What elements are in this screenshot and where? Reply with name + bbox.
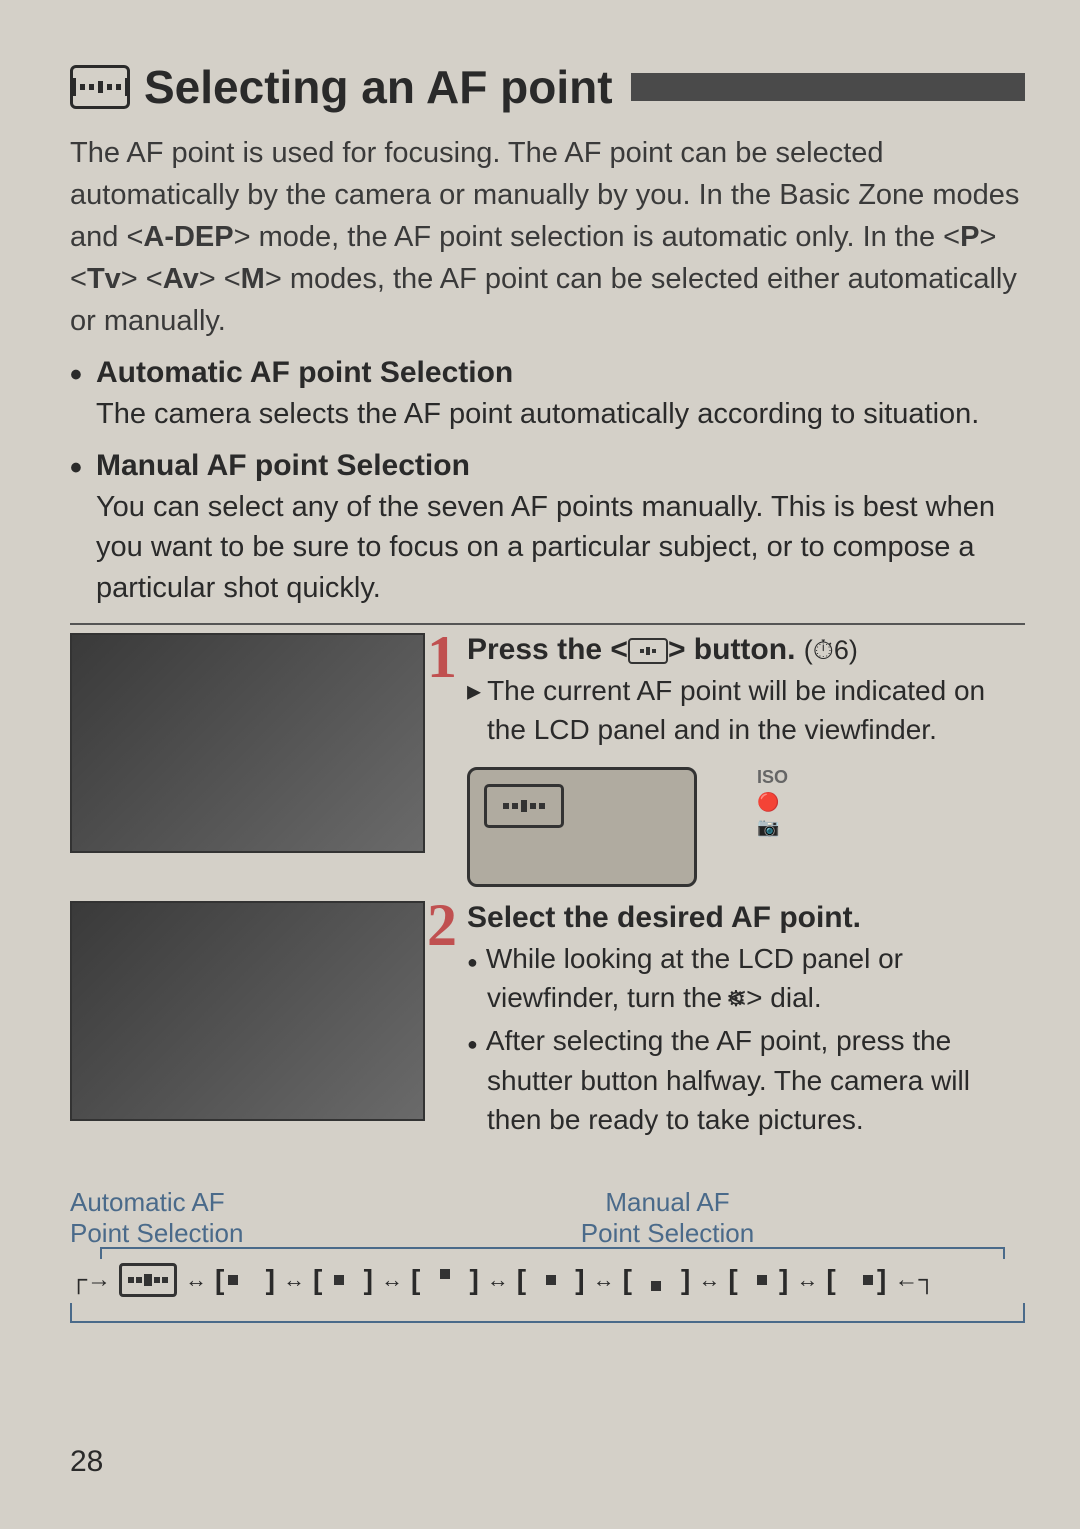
auto-label-line2: Point Selection	[70, 1218, 243, 1248]
divider	[70, 623, 1025, 625]
manual-label-line1: Manual AF	[605, 1187, 729, 1217]
af-top-icon: [ ]	[411, 1264, 479, 1296]
auto-body: The camera selects the AF point automati…	[70, 394, 1025, 435]
dbl-arrow-icon: ↔	[796, 1267, 818, 1293]
manual-label-line2: Point Selection	[581, 1218, 754, 1248]
step1-camera-image	[70, 633, 425, 853]
diagram-loop-line	[70, 1303, 1025, 1323]
af-selection-diagram: Automatic AF Point Selection Manual AF P…	[70, 1187, 1025, 1323]
dbl-arrow-icon: ↔	[487, 1267, 509, 1293]
step2-line1: While looking at the LCD panel or viewfi…	[467, 939, 1025, 1017]
af-all-icon	[119, 1263, 177, 1297]
loop-arrow-end: ←┐	[894, 1266, 935, 1294]
intro-paragraph: The AF point is used for focusing. The A…	[70, 132, 1025, 342]
af-right-icon: [ ]	[826, 1264, 886, 1296]
auto-heading: Automatic AF point Selection	[70, 356, 1025, 390]
dbl-arrow-icon: ↔	[283, 1267, 305, 1293]
dbl-arrow-icon: ↔	[381, 1267, 403, 1293]
step2-line2: After selecting the AF point, press the …	[467, 1021, 1025, 1139]
dbl-arrow-icon: ↔	[698, 1267, 720, 1293]
af-midleft-icon: [ ]	[313, 1264, 373, 1296]
dbl-arrow-icon: ↔	[185, 1267, 207, 1293]
manual-heading: Manual AF point Selection	[70, 449, 1025, 483]
lcd-panel	[467, 767, 697, 887]
dbl-arrow-icon: ↔	[593, 1267, 615, 1293]
af-left-icon: [ ]	[215, 1264, 275, 1296]
step2-camera-image	[70, 901, 425, 1121]
step1-title: Press the <> button. (⏱6)	[445, 633, 1025, 667]
lcd-side-labels: ISO 🔴 📷	[757, 767, 788, 838]
title-bar	[631, 73, 1025, 101]
lcd-af-indicator	[484, 784, 564, 828]
af-center-icon: [ ]	[517, 1264, 585, 1296]
step2-number: 2	[427, 891, 457, 960]
af-midright-icon: [ ]	[728, 1264, 788, 1296]
af-point-icon	[70, 65, 130, 109]
loop-arrow-start: ┌→	[70, 1266, 111, 1294]
af-button-icon	[628, 638, 668, 664]
auto-label-line1: Automatic AF	[70, 1187, 225, 1217]
step1-line1: The current AF point will be indicated o…	[467, 671, 1025, 749]
step2-title: Select the desired AF point.	[445, 901, 1025, 935]
af-bottom-icon: [ ]	[623, 1264, 691, 1296]
page-title: Selecting an AF point	[144, 60, 613, 114]
manual-body: You can select any of the seven AF point…	[70, 487, 1025, 609]
step1-number: 1	[427, 623, 457, 692]
page-number: 28	[70, 1445, 103, 1479]
